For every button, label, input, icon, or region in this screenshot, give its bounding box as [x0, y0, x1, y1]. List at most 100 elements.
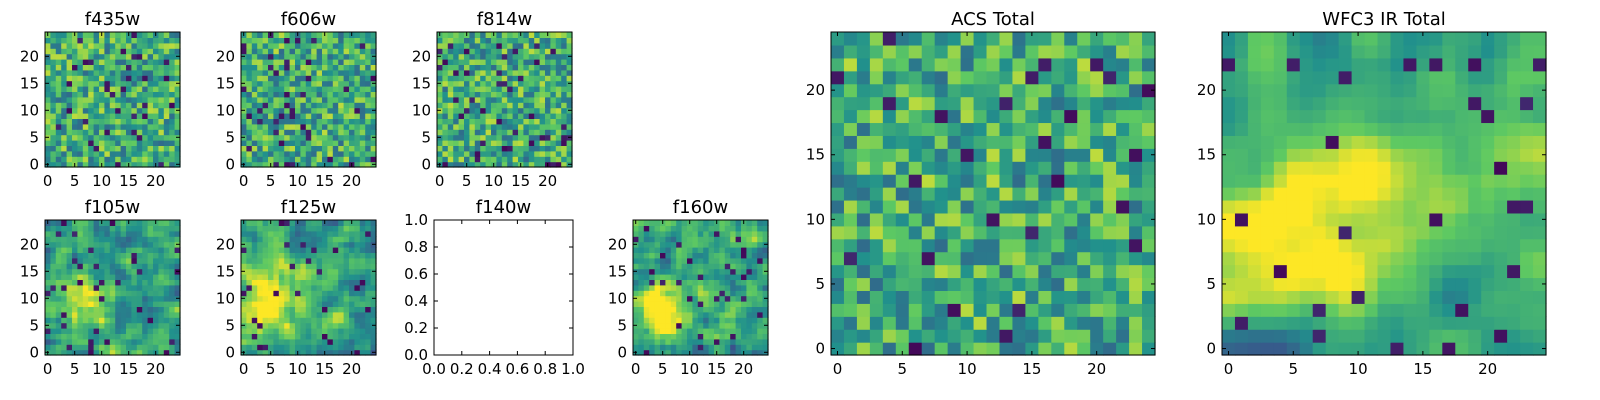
heatmap-cell — [676, 290, 683, 297]
heatmap-cell — [332, 225, 339, 232]
heatmap-cell — [174, 328, 181, 334]
heatmap-cell — [136, 118, 143, 125]
heatmap-cell — [1520, 277, 1534, 291]
heatmap-cell — [131, 306, 138, 313]
heatmap-cell — [93, 145, 100, 152]
heatmap-cell — [77, 290, 84, 297]
heatmap-cell — [305, 295, 312, 302]
heatmap-cell — [257, 86, 264, 92]
heatmap-cell — [947, 199, 962, 214]
heatmap-cell — [550, 129, 557, 136]
heatmap-cell — [136, 145, 143, 152]
heatmap-cell — [692, 344, 699, 351]
heatmap-cell — [359, 236, 366, 243]
heatmap-cell — [50, 161, 57, 168]
heatmap-cell — [120, 86, 127, 92]
heatmap-cell — [447, 134, 454, 141]
heatmap-cell — [1455, 290, 1469, 304]
heatmap-cell — [762, 317, 769, 324]
heatmap-cell — [746, 274, 753, 280]
heatmap-cell — [136, 295, 143, 302]
heatmap-cell — [762, 257, 769, 264]
heatmap-cell — [730, 349, 737, 356]
heatmap-cell — [464, 75, 470, 82]
heatmap-cell — [241, 328, 247, 334]
heatmap-cell — [82, 236, 89, 243]
heatmap-cell — [518, 140, 524, 146]
heatmap-cell — [268, 150, 274, 157]
heatmap-cell — [142, 107, 149, 114]
heatmap-cell — [158, 268, 165, 275]
heatmap-cell — [158, 91, 165, 98]
heatmap-cell — [82, 156, 89, 163]
heatmap-cell — [365, 140, 372, 146]
heatmap-cell — [649, 274, 656, 280]
heatmap-cell — [869, 109, 884, 124]
heatmap-cell — [692, 295, 699, 302]
heatmap-cell — [746, 349, 753, 356]
heatmap-cell — [120, 317, 127, 324]
heatmap-cell — [555, 123, 562, 130]
heatmap-cell — [1247, 212, 1262, 227]
heatmap-cell — [561, 129, 568, 136]
heatmap-cell — [241, 156, 247, 163]
heatmap-cell — [692, 290, 699, 297]
heatmap-cell — [284, 306, 291, 313]
heatmap-cell — [136, 123, 143, 130]
heatmap-cell — [354, 118, 361, 125]
heatmap-cell — [61, 145, 68, 152]
heatmap-cell — [300, 263, 307, 270]
heatmap-cell — [474, 37, 481, 44]
heatmap-cell — [300, 48, 307, 55]
heatmap-cell — [257, 59, 264, 65]
heatmap-cell — [136, 344, 143, 351]
heatmap-cell — [316, 86, 323, 92]
heatmap-cell — [960, 187, 975, 201]
heatmap-cell — [262, 102, 269, 109]
heatmap-cell — [370, 123, 377, 130]
heatmap-cell — [109, 322, 116, 329]
heatmap-cell — [257, 32, 264, 38]
heatmap-cell — [1090, 70, 1104, 85]
heatmap-cell — [343, 42, 350, 49]
heatmap-cell — [523, 134, 530, 141]
heatmap-cell — [61, 333, 68, 340]
heatmap-cell — [895, 70, 910, 85]
heatmap-cell — [1364, 342, 1379, 356]
heatmap-cell — [1273, 329, 1288, 343]
heatmap-cell — [316, 263, 323, 270]
heatmap-cell — [169, 220, 176, 226]
heatmap-cell — [869, 122, 884, 136]
heatmap-cell — [115, 86, 122, 92]
heatmap-cell — [697, 322, 704, 329]
heatmap-cell — [555, 59, 562, 65]
heatmap-cell — [518, 102, 524, 109]
heatmap-cell — [1468, 225, 1482, 240]
heatmap-cell — [158, 118, 165, 125]
heatmap-cell — [1038, 109, 1052, 124]
heatmap-cell — [66, 59, 73, 65]
heatmap-cell — [126, 225, 132, 232]
heatmap-cell — [692, 301, 699, 307]
heatmap-cell — [469, 123, 476, 130]
heatmap-cell — [289, 48, 296, 55]
heatmap-cell — [1390, 329, 1405, 343]
heatmap-cell — [88, 102, 95, 109]
heatmap-cell — [539, 32, 546, 38]
heatmap-cell — [697, 263, 704, 270]
heatmap-cell — [82, 140, 89, 146]
heatmap-cell — [1377, 342, 1392, 356]
heatmap-cell — [1012, 290, 1026, 304]
heatmap-cell — [163, 311, 170, 318]
heatmap-cell — [77, 241, 84, 248]
heatmap-cell — [295, 64, 301, 71]
heatmap-cell — [104, 86, 111, 92]
heatmap-cell — [147, 107, 154, 114]
heatmap-cell — [284, 322, 291, 329]
heatmap-cell — [687, 268, 693, 275]
heatmap-cell — [273, 263, 280, 270]
heatmap-cell — [163, 333, 170, 340]
heatmap-cell — [1012, 225, 1026, 240]
heatmap-cell — [458, 145, 465, 152]
